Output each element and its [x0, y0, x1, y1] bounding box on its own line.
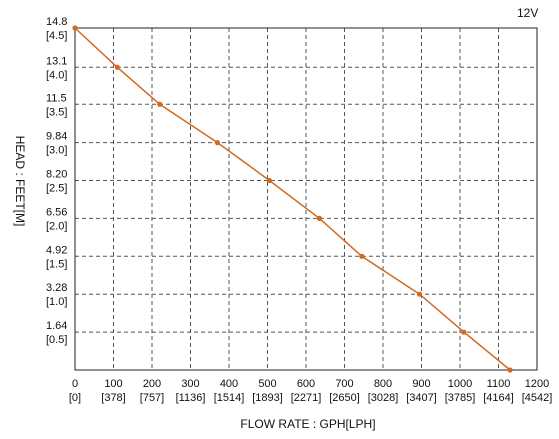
data-point	[316, 215, 323, 222]
y-tick-label: 9.84	[46, 131, 67, 143]
x-tick-label: 600	[297, 378, 315, 390]
x-tick-sublabel: [4542]	[522, 392, 553, 404]
data-point	[72, 25, 78, 31]
x-tick-label: 900	[412, 378, 430, 390]
x-tick-sublabel: [757]	[140, 392, 164, 404]
y-tick-label: 6.56	[46, 206, 67, 218]
x-tick-sublabel: [378]	[101, 392, 125, 404]
data-point	[359, 253, 365, 259]
voltage-label: 12V	[517, 6, 538, 20]
x-tick-sublabel: [1514]	[214, 392, 245, 404]
x-tick-sublabel: [2271]	[291, 392, 322, 404]
y-tick-sublabel: [1.5]	[46, 258, 67, 270]
y-tick-sublabel: [4.0]	[46, 69, 67, 81]
y-tick-label: 1.64	[46, 320, 67, 332]
x-tick-label: 300	[181, 378, 199, 390]
x-tick-label: 500	[258, 378, 276, 390]
x-tick-sublabel: [3407]	[406, 392, 437, 404]
x-tick-sublabel: [4164]	[483, 392, 514, 404]
data-point	[114, 64, 120, 70]
x-tick-label: 1000	[448, 378, 472, 390]
plot-area-frame	[74, 27, 538, 371]
x-tick-label: 400	[220, 378, 238, 390]
y-axis-title: HEAD : FEET[M]	[13, 136, 27, 227]
x-tick-labels: 0 [0] 100 [378] 200 [757] 300 [1136] 400 [1514] 50…	[69, 378, 552, 404]
y-tick-sublabel: [4.5]	[46, 30, 67, 42]
y-tick-sublabel: [2.5]	[46, 183, 67, 195]
y-tick-label: 8.20	[46, 169, 67, 181]
x-tick-label: 1200	[525, 378, 549, 390]
x-tick-sublabel: [3028]	[368, 392, 399, 404]
y-tick-label: 14.8	[46, 16, 67, 28]
x-tick-label: 800	[374, 378, 392, 390]
y-tick-label: 11.5	[46, 92, 67, 104]
series-line	[74, 27, 511, 371]
y-tick-sublabel: [2.0]	[46, 220, 67, 232]
x-tick-label: 1100	[487, 378, 511, 390]
grid-lines	[75, 28, 537, 370]
x-tick-sublabel: [1136]	[176, 392, 206, 404]
x-tick-sublabel: [2650]	[329, 392, 360, 404]
y-tick-sublabel: [3.5]	[46, 106, 67, 118]
data-point	[214, 140, 221, 146]
series-layer	[72, 25, 513, 373]
y-tick-sublabel: [1.0]	[46, 296, 67, 308]
y-tick-label: 4.92	[46, 244, 67, 256]
y-tick-sublabel: [3.0]	[46, 145, 67, 157]
data-point	[266, 177, 273, 184]
x-tick-label: 700	[335, 378, 353, 390]
data-point	[461, 329, 467, 335]
y-tick-sublabel: [0.5]	[46, 334, 67, 346]
x-tick-sublabel: [1893]	[252, 392, 283, 404]
x-tick-label: 200	[143, 378, 161, 390]
y-tick-label: 13.1	[46, 55, 67, 67]
x-tick-sublabel: [0]	[69, 392, 81, 404]
y-tick-label: 3.28	[46, 282, 67, 294]
x-axis-title: FLOW RATE : GPH[LPH]	[240, 417, 375, 431]
x-tick-label: 0	[72, 378, 78, 390]
data-point	[157, 101, 163, 107]
data-point	[416, 291, 423, 297]
y-tick-labels: 14.8 [4.5] 13.1 [4.0] 11.5 [3.5] 9.84 [3.0] 8.20…	[46, 16, 67, 346]
data-point	[507, 367, 513, 373]
x-tick-sublabel: [3785]	[445, 392, 476, 404]
x-tick-label: 100	[104, 378, 122, 390]
